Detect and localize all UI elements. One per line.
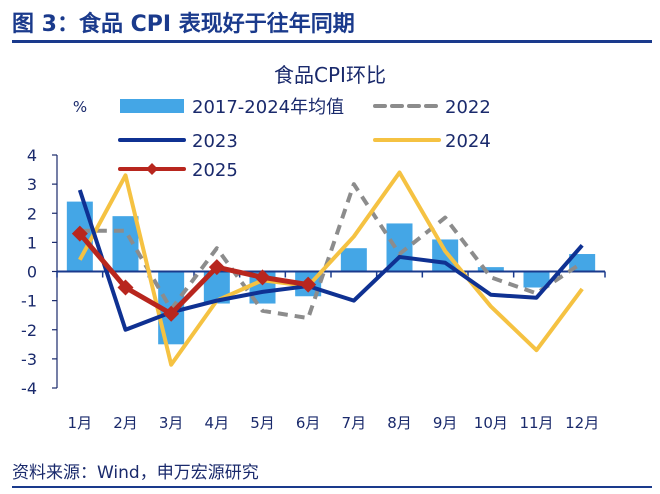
y-tick-label: 1: [27, 233, 37, 252]
legend-label: 2017-2024年均值: [192, 97, 344, 118]
marker-2025-4月: [208, 259, 225, 276]
marker-2025-2月: [117, 279, 134, 296]
bar-10月: [477, 267, 504, 272]
y-tick-label: 0: [27, 263, 37, 282]
legend-label: 2024: [445, 131, 491, 152]
source-note: 资料来源：Wind，申万宏源研究: [12, 463, 259, 483]
line-2023: [77, 189, 584, 332]
y-tick-label: -4: [21, 379, 37, 398]
legend-marker-2025: [146, 163, 158, 175]
x-tick-label: 6月: [296, 414, 321, 432]
bar-2月: [112, 216, 139, 272]
x-tick-label: 4月: [205, 414, 230, 432]
x-tick-label: 7月: [342, 414, 367, 432]
x-tick-label: 10月: [474, 414, 508, 432]
chart: 食品CPI环比 % 2017-2024年均值 2022 2023 2024 2025 -…: [21, 63, 606, 432]
legend-label: 2023: [192, 131, 238, 152]
y-tick-label: -1: [21, 292, 37, 311]
y-tick-label: -2: [21, 321, 37, 340]
line-2024: [78, 170, 584, 367]
marker-2025-6月: [300, 276, 317, 293]
y-tick-label: -3: [21, 350, 37, 369]
x-tick-label: 3月: [159, 414, 184, 432]
x-tick-label: 11月: [519, 414, 553, 432]
y-axis-label: %: [73, 98, 87, 116]
x-tick-label: 1月: [68, 414, 93, 432]
figure-title: 图 3：食品 CPI 表现好于往年同期: [12, 12, 355, 37]
x-tick-label: 5月: [250, 414, 275, 432]
legend-label: 2022: [445, 97, 491, 118]
x-tick-label: 8月: [387, 414, 412, 432]
bar-9月: [432, 239, 459, 272]
bar-7月: [340, 248, 367, 272]
legend-label: 2025: [192, 160, 238, 181]
marker-2025-5月: [254, 269, 271, 286]
marker-2025-3月: [163, 305, 180, 322]
bar-11月: [523, 271, 550, 288]
bottom-divider: [12, 486, 652, 488]
y-tick-label: 3: [27, 175, 37, 194]
marker-2025-1月: [71, 225, 88, 242]
x-tick-label: 2月: [113, 414, 138, 432]
plot-area: -4 -3 -2 -1 0 1 2 3 4 1月 2月 3月 4月 5月 6月 7月 8月 9月 10月 11月 12月: [21, 146, 606, 432]
title-divider: [12, 40, 652, 43]
legend: 2017-2024年均值 2022 2023 2024 2025: [118, 97, 491, 181]
y-tick-label: 2: [27, 204, 37, 223]
line-2022: [79, 182, 584, 321]
line-2025: [77, 232, 309, 317]
legend-swatch-avg: [120, 99, 184, 113]
chart-title: 食品CPI环比: [274, 63, 386, 87]
x-tick-label: 9月: [433, 414, 458, 432]
y-tick-label: 4: [27, 146, 37, 165]
x-tick-label: 12月: [565, 414, 599, 432]
